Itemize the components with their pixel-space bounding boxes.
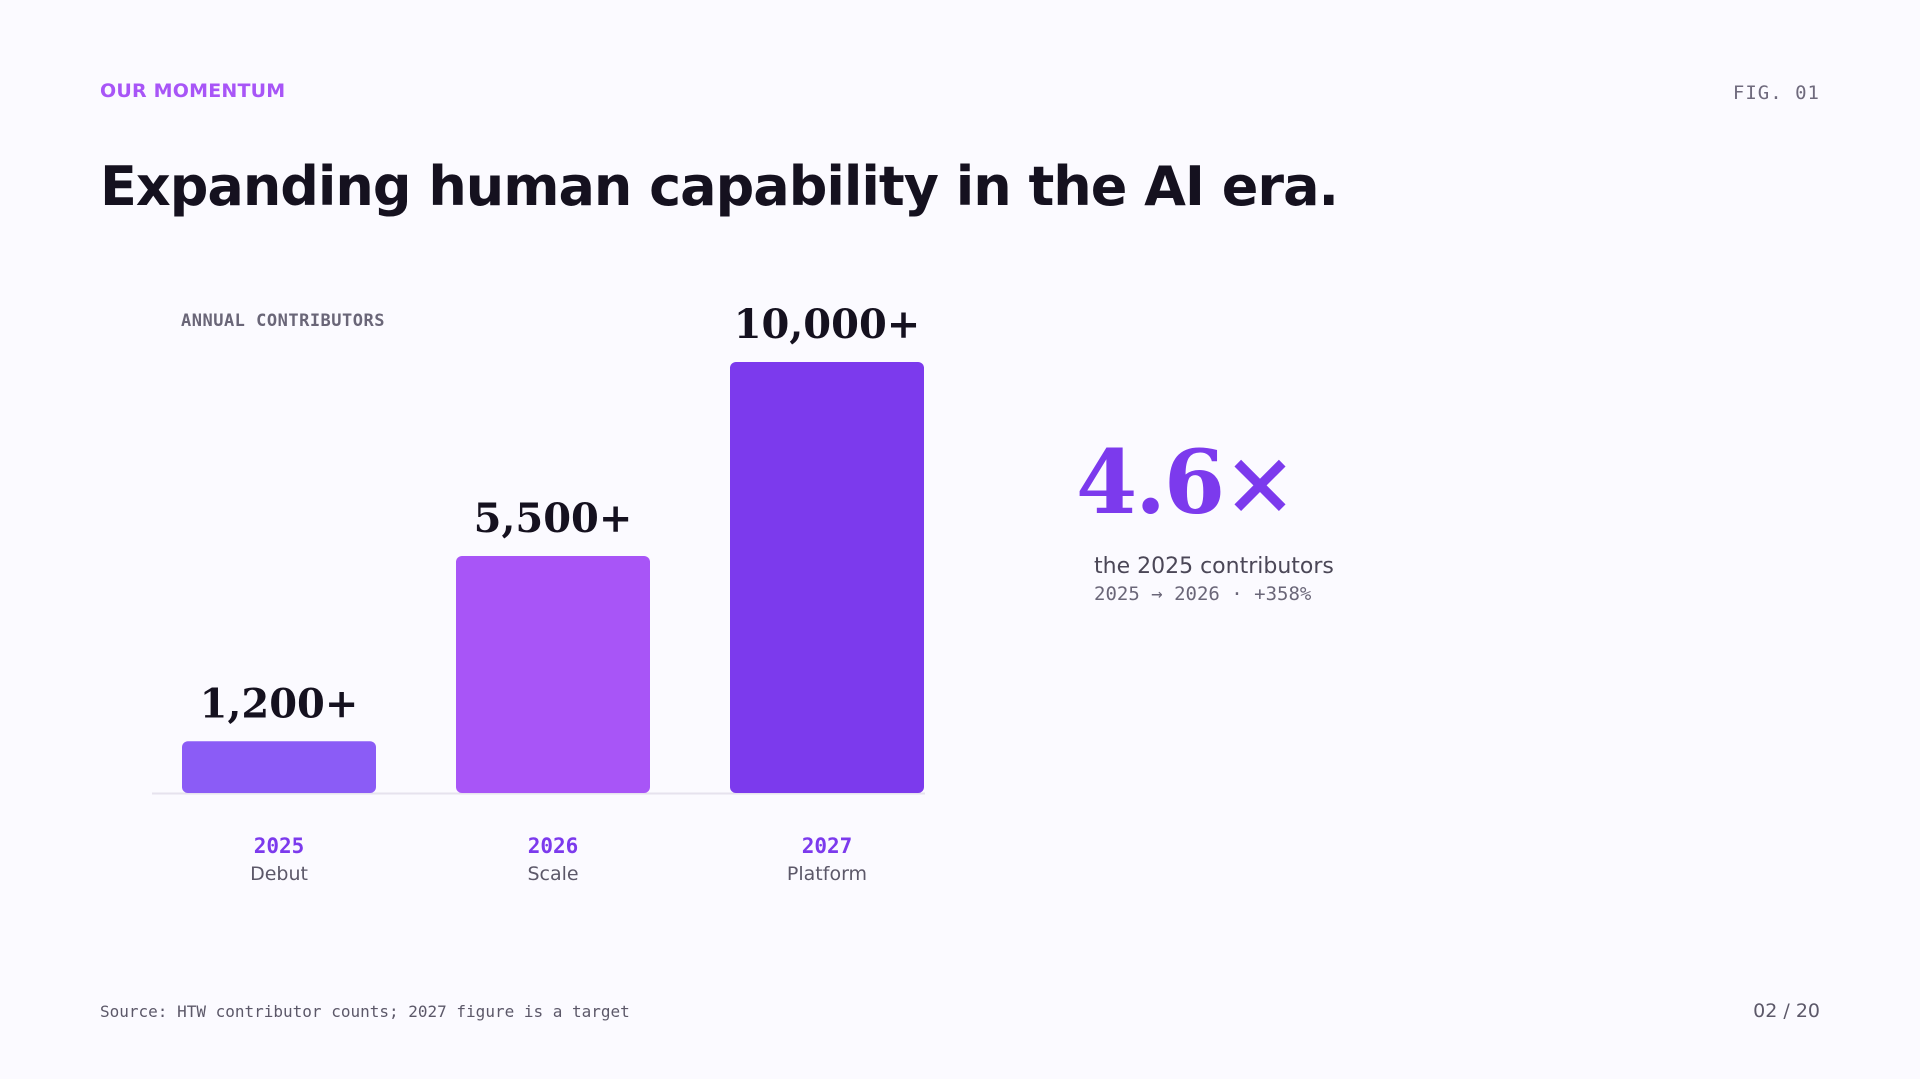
x-tick-name-2027: Platform [787, 863, 867, 885]
bar-2027 [730, 362, 924, 793]
x-tick-name-2026: Scale [527, 863, 578, 885]
chart-title: ANNUAL CONTRIBUTORS [181, 311, 385, 331]
bar-value-label-2026: 5,500+ [474, 495, 633, 542]
bar-2025 [182, 741, 376, 793]
page-title: Expanding human capability in the AI era… [100, 155, 1339, 218]
growth-caption: the 2025 contributors [1094, 554, 1334, 579]
bar-2026 [456, 555, 650, 793]
source-note: Source: HTW contributor counts; 2027 fig… [100, 1002, 630, 1021]
figure-label: FIG. 01 [1732, 82, 1820, 104]
growth-detail: 2025 → 2026 · +358% [1094, 583, 1312, 605]
x-tick-year-2025: 2025 [254, 834, 305, 858]
x-tick-name-2025: Debut [250, 863, 308, 885]
x-tick-year-2027: 2027 [802, 834, 853, 858]
growth-stat: 4.6× the 2025 contributors 2025 → 2026 ·… [1076, 438, 1396, 605]
growth-multiplier: 4.6× [1076, 430, 1297, 534]
x-tick-year-2026: 2026 [528, 834, 579, 858]
bar-chart: 1,200+ 2025 Debut 5,500+ 2026 Scale 10,000+ 202… [152, 301, 925, 885]
bar-value-label-2025: 1,200+ [200, 680, 359, 727]
page-number: 02 / 20 [1753, 1000, 1820, 1022]
eyebrow-label: OUR MOMENTUM [100, 80, 286, 102]
bar-value-label-2027: 10,000+ [734, 301, 921, 348]
